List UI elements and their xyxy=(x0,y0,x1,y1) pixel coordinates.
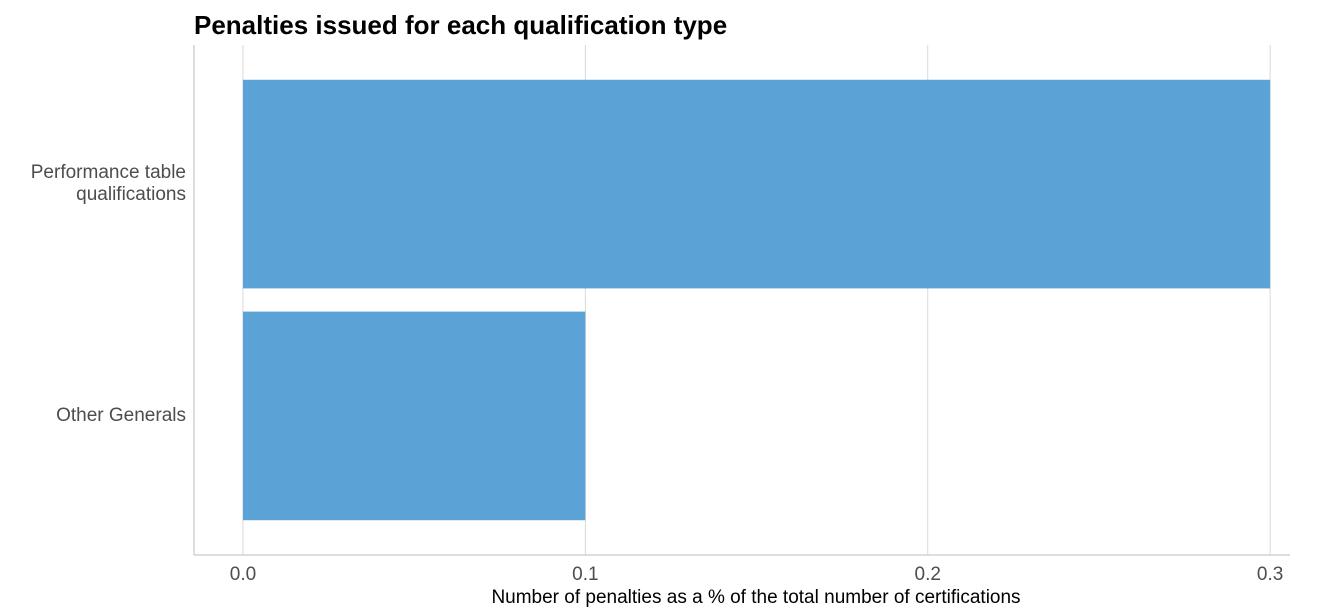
bar xyxy=(242,79,1271,289)
x-tick-label: 0.0 xyxy=(230,564,256,585)
x-axis-label: Number of penalties as a % of the total … xyxy=(491,587,1020,608)
y-tick-label: Performance table qualifications xyxy=(31,162,186,205)
x-tick-label: 0.1 xyxy=(572,564,598,585)
chart-title: Penalties issued for each qualification … xyxy=(194,10,727,40)
x-tick-label: 0.2 xyxy=(915,564,941,585)
y-tick-label: Other Generals xyxy=(56,405,186,426)
bar xyxy=(242,311,586,521)
x-tick-label: 0.3 xyxy=(1257,564,1283,585)
